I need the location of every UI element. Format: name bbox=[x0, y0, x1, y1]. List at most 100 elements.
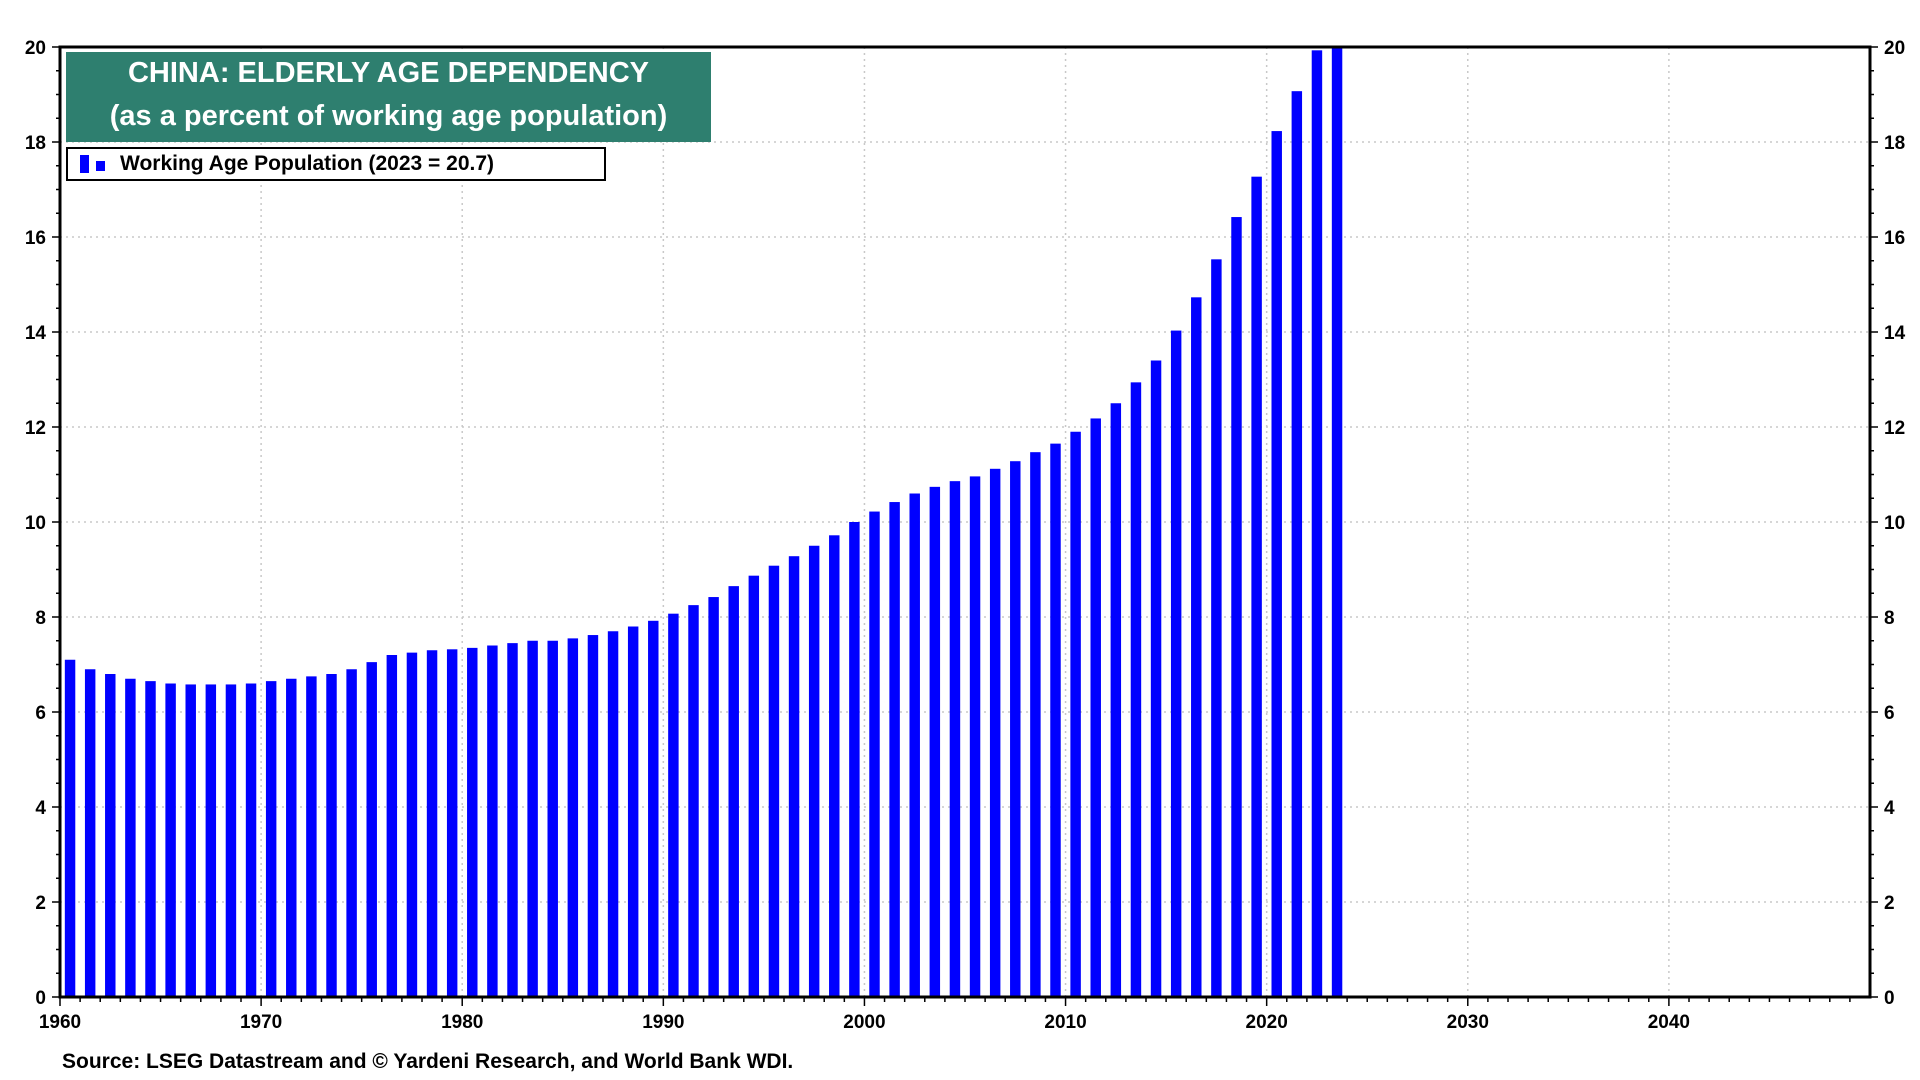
bar-1997 bbox=[808, 545, 820, 997]
bar-2015 bbox=[1170, 330, 1182, 997]
bar-2008 bbox=[1030, 452, 1041, 997]
y-tick-label-left: 12 bbox=[25, 418, 46, 439]
y-tick-label-right: 16 bbox=[1884, 228, 1905, 249]
bar-2013 bbox=[1130, 382, 1142, 998]
bar-series bbox=[64, 47, 1343, 998]
x-tick-label: 2040 bbox=[1648, 1012, 1690, 1033]
bar-1990 bbox=[668, 613, 679, 997]
bar-2023 bbox=[1331, 47, 1343, 997]
bar-2020 bbox=[1271, 131, 1282, 997]
bar-1993 bbox=[728, 586, 739, 997]
bar-1984 bbox=[547, 640, 558, 997]
chart-title-line-1: CHINA: ELDERLY AGE DEPENDENCY bbox=[127, 57, 649, 89]
bar-2018 bbox=[1231, 217, 1242, 998]
bar-1982 bbox=[507, 643, 518, 997]
y-tick-label-right: 6 bbox=[1884, 703, 1895, 724]
y-tick-label-right: 12 bbox=[1884, 418, 1905, 439]
bar-1999 bbox=[849, 522, 860, 997]
bar-2000 bbox=[869, 511, 880, 997]
y-tick-label-right: 10 bbox=[1884, 513, 1905, 534]
y-tick-label-left: 18 bbox=[25, 133, 46, 154]
x-tick-label: 1960 bbox=[39, 1012, 81, 1033]
bar-1996 bbox=[788, 556, 800, 997]
bar-1967 bbox=[205, 684, 217, 997]
y-tick-label-right: 0 bbox=[1884, 988, 1895, 1009]
y-tick-label-right: 18 bbox=[1884, 133, 1905, 154]
bar-1988 bbox=[627, 626, 639, 997]
y-tick-label-left: 8 bbox=[35, 608, 46, 629]
bar-2011 bbox=[1090, 418, 1101, 997]
bar-1976 bbox=[386, 655, 398, 997]
bar-2019 bbox=[1251, 176, 1262, 998]
y-tick-label-left: 14 bbox=[25, 323, 47, 344]
bar-1960 bbox=[64, 659, 76, 997]
bar-2017 bbox=[1211, 259, 1222, 997]
bar-1970 bbox=[265, 681, 277, 997]
bar-1969 bbox=[245, 683, 257, 997]
bar-1964 bbox=[145, 681, 156, 997]
x-tick-label: 1970 bbox=[240, 1012, 282, 1033]
bar-1998 bbox=[829, 535, 840, 997]
x-tick-label: 1980 bbox=[441, 1012, 483, 1033]
bar-2016 bbox=[1191, 297, 1202, 997]
y-tick-label-right: 20 bbox=[1884, 38, 1905, 59]
y-tick-label-left: 4 bbox=[35, 798, 46, 819]
legend-label: Working Age Population (2023 = 20.7) bbox=[120, 152, 495, 175]
bar-2005 bbox=[969, 476, 981, 997]
bar-2006 bbox=[989, 468, 1001, 997]
bar-2009 bbox=[1050, 443, 1061, 997]
bar-1981 bbox=[487, 645, 498, 997]
y-tick-label-right: 8 bbox=[1884, 608, 1895, 629]
x-tick-label: 1990 bbox=[642, 1012, 684, 1033]
bar-1962 bbox=[105, 674, 116, 997]
bar-1992 bbox=[708, 597, 719, 997]
bar-2012 bbox=[1110, 403, 1122, 997]
bar-1973 bbox=[326, 674, 337, 997]
bar-1986 bbox=[587, 635, 599, 997]
y-tick-label-left: 0 bbox=[35, 988, 46, 1009]
x-tick-label: 2010 bbox=[1044, 1012, 1086, 1033]
legend-bar-swatch-icon bbox=[80, 155, 106, 173]
y-tick-label-right: 14 bbox=[1884, 323, 1906, 344]
bar-1994 bbox=[748, 575, 760, 997]
y-tick-label-left: 6 bbox=[35, 703, 46, 724]
bar-1968 bbox=[225, 684, 237, 997]
chart-title-line-2: (as a percent of working age population) bbox=[109, 100, 668, 132]
bar-1961 bbox=[84, 669, 96, 997]
bar-1987 bbox=[607, 631, 619, 997]
bar-2014 bbox=[1150, 360, 1162, 997]
x-tick-label: 2000 bbox=[843, 1012, 885, 1033]
legend: Working Age Population (2023 = 20.7) bbox=[66, 147, 606, 181]
bar-2022 bbox=[1311, 50, 1323, 997]
source-note: Source: LSEG Datastream and © Yardeni Re… bbox=[62, 1050, 794, 1073]
bar-1966 bbox=[185, 684, 196, 997]
bar-1985 bbox=[567, 638, 579, 997]
bar-1995 bbox=[768, 565, 780, 997]
bar-1971 bbox=[286, 678, 297, 997]
y-tick-label-left: 2 bbox=[35, 893, 46, 914]
bar-2021 bbox=[1291, 91, 1303, 998]
bar-1972 bbox=[306, 676, 317, 997]
x-tick-label: 2020 bbox=[1246, 1012, 1288, 1033]
bar-1974 bbox=[346, 669, 357, 997]
bar-1965 bbox=[165, 683, 176, 997]
bar-2004 bbox=[949, 481, 961, 997]
chart-title: CHINA: ELDERLY AGE DEPENDENCY (as a perc… bbox=[66, 52, 711, 142]
bar-2010 bbox=[1070, 431, 1081, 997]
bar-1980 bbox=[467, 647, 478, 997]
bar-1975 bbox=[366, 662, 377, 997]
bar-1977 bbox=[406, 652, 418, 997]
bar-1991 bbox=[688, 605, 699, 997]
bar-2003 bbox=[929, 486, 941, 997]
bar-1979 bbox=[446, 649, 458, 997]
bar-1983 bbox=[527, 640, 538, 997]
y-tick-label-left: 20 bbox=[25, 38, 46, 59]
bar-2001 bbox=[889, 502, 900, 997]
bar-1978 bbox=[426, 650, 438, 997]
plot-frame bbox=[58, 45, 1872, 999]
y-tick-label-left: 10 bbox=[25, 513, 46, 534]
bar-2007 bbox=[1010, 461, 1021, 997]
bar-2002 bbox=[909, 493, 920, 997]
